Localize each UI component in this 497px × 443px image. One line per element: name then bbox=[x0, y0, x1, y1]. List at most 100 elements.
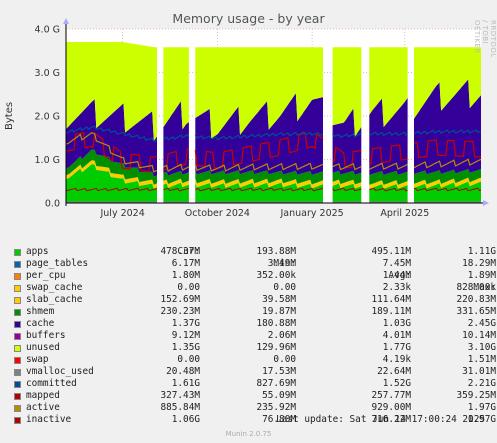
legend-swatch bbox=[14, 261, 21, 268]
legend-swatch bbox=[14, 285, 21, 292]
series-avg: 7.45M bbox=[382, 258, 411, 269]
y-tick-label: 1.0 G bbox=[35, 155, 61, 166]
series-max: 1.89M bbox=[467, 270, 496, 281]
line-active bbox=[413, 158, 482, 169]
series-min: 19.87M bbox=[262, 306, 296, 317]
series-min: 827.69M bbox=[256, 378, 296, 389]
line-active bbox=[163, 163, 190, 172]
area-shmem bbox=[369, 170, 408, 185]
series-max: 18.29M bbox=[462, 258, 496, 269]
area-unused bbox=[414, 47, 481, 119]
legend-swatch bbox=[14, 357, 21, 364]
series-avg: 257.77M bbox=[371, 390, 411, 401]
legend-rows: apps 478.37M 193.88M 495.11M 1.11G page_table… bbox=[12, 246, 496, 426]
y-axis-label: Bytes bbox=[4, 101, 15, 130]
legend: Cur: Min: Avg: Max: apps 478.37M 193.88M 49… bbox=[12, 234, 496, 426]
series-max: 2.45G bbox=[467, 318, 496, 329]
legend-swatch bbox=[14, 393, 21, 400]
line-mapped bbox=[163, 187, 190, 192]
series-avg: 189.11M bbox=[371, 306, 411, 317]
series-avg: 2.33k bbox=[382, 282, 411, 293]
series-avg: 1.52G bbox=[382, 378, 411, 389]
series-avg: 111.64M bbox=[371, 294, 411, 305]
series-name: shmem bbox=[26, 306, 55, 317]
legend-row: slab_cache 152.69M 39.58M 111.64M 220.83M bbox=[12, 294, 496, 306]
series-name: cache bbox=[26, 318, 55, 329]
legend-row: committed 1.61G 827.69M 1.52G 2.21G bbox=[12, 378, 496, 390]
series-avg: 4.19k bbox=[382, 354, 411, 365]
chart-title: Memory usage - by year bbox=[172, 11, 325, 26]
legend-header: Cur: Min: Avg: Max: bbox=[12, 234, 496, 293]
legend-row: vmalloc_used 20.48M 17.53M 22.64M 31.01M bbox=[12, 366, 496, 378]
series-cur: 230.23M bbox=[160, 306, 200, 317]
axis-layer: 0.0 1.0 G 2.0 G 3.0 G 4.0 G July 2024 October … bbox=[35, 18, 489, 219]
x-tick-label: July 2024 bbox=[99, 208, 144, 219]
line-active bbox=[194, 162, 324, 172]
area-shmem bbox=[332, 170, 362, 185]
series-name: apps bbox=[26, 246, 49, 257]
line-committed bbox=[369, 131, 408, 137]
series-max: 828.00k bbox=[456, 282, 496, 293]
series-max: 10.14M bbox=[462, 330, 496, 341]
munin-version: Munin 2.0.75 bbox=[225, 430, 272, 438]
legend-swatch bbox=[14, 417, 21, 424]
area-cache bbox=[369, 97, 408, 175]
area-slab-cache bbox=[332, 179, 362, 189]
area-slab-cache bbox=[66, 160, 157, 189]
area-slab-cache bbox=[369, 180, 408, 189]
x-tick-label: October 2024 bbox=[185, 208, 250, 219]
line-committed bbox=[65, 125, 158, 143]
area-unused bbox=[369, 47, 408, 128]
series-avg: 1.44M bbox=[382, 270, 411, 281]
area-unused bbox=[66, 42, 157, 141]
series-cur: 1.80M bbox=[171, 270, 200, 281]
y-axis-arrow bbox=[63, 18, 69, 24]
legend-swatch bbox=[14, 333, 21, 340]
series-max: 1.97G bbox=[467, 402, 496, 413]
series-cur: 6.17M bbox=[171, 258, 200, 269]
series-cur: 1.06G bbox=[171, 414, 200, 425]
line-layer bbox=[65, 125, 482, 203]
series-cur: 1.61G bbox=[171, 378, 200, 389]
area-unused bbox=[163, 47, 189, 130]
line-inactive bbox=[66, 132, 158, 173]
area-apps bbox=[195, 182, 323, 203]
line-inactive bbox=[413, 139, 481, 159]
series-avg: 22.64M bbox=[377, 366, 411, 377]
line-inactive bbox=[194, 132, 324, 169]
series-name: page_tables bbox=[26, 258, 89, 269]
area-cache bbox=[66, 99, 157, 177]
line-mapped bbox=[369, 187, 408, 192]
line-inactive bbox=[163, 147, 190, 171]
legend-row: page_tables 6.17M 3.49M 7.45M 18.29M bbox=[12, 258, 496, 270]
area-apps bbox=[66, 164, 157, 203]
area-unused bbox=[195, 47, 323, 139]
col-avg-header: Avg: bbox=[388, 270, 411, 281]
line-active bbox=[369, 162, 408, 170]
series-max: 1.11G bbox=[467, 246, 496, 257]
series-cur: 1.35G bbox=[171, 342, 200, 353]
series-max: 220.83M bbox=[456, 294, 496, 305]
series-max: 359.25M bbox=[456, 390, 496, 401]
series-avg: 1.03G bbox=[382, 318, 411, 329]
series-max: 3.10G bbox=[467, 342, 496, 353]
series-cur: 327.43M bbox=[160, 390, 200, 401]
series-min: 129.96M bbox=[256, 342, 296, 353]
series-avg: 1.77G bbox=[382, 342, 411, 353]
line-mapped bbox=[413, 187, 482, 192]
series-max: 31.01M bbox=[462, 366, 496, 377]
series-name: swap bbox=[26, 354, 49, 365]
col-min-header: Min: bbox=[273, 258, 296, 269]
area-shmem bbox=[414, 169, 481, 185]
series-name: swap_cache bbox=[26, 282, 83, 293]
series-min: 55.09M bbox=[262, 390, 296, 401]
legend-row: swap 0.00 0.00 4.19k 1.51M bbox=[12, 354, 496, 366]
legend-swatch bbox=[14, 381, 21, 388]
area-slab-cache bbox=[414, 177, 481, 189]
series-name: inactive bbox=[26, 414, 72, 425]
series-max: 2.21G bbox=[467, 378, 496, 389]
legend-swatch bbox=[14, 345, 21, 352]
last-update: Last update: Sat Jun 14 17:00:24 2025 bbox=[276, 414, 485, 425]
line-mapped bbox=[332, 187, 362, 192]
series-max: 1.51M bbox=[467, 354, 496, 365]
